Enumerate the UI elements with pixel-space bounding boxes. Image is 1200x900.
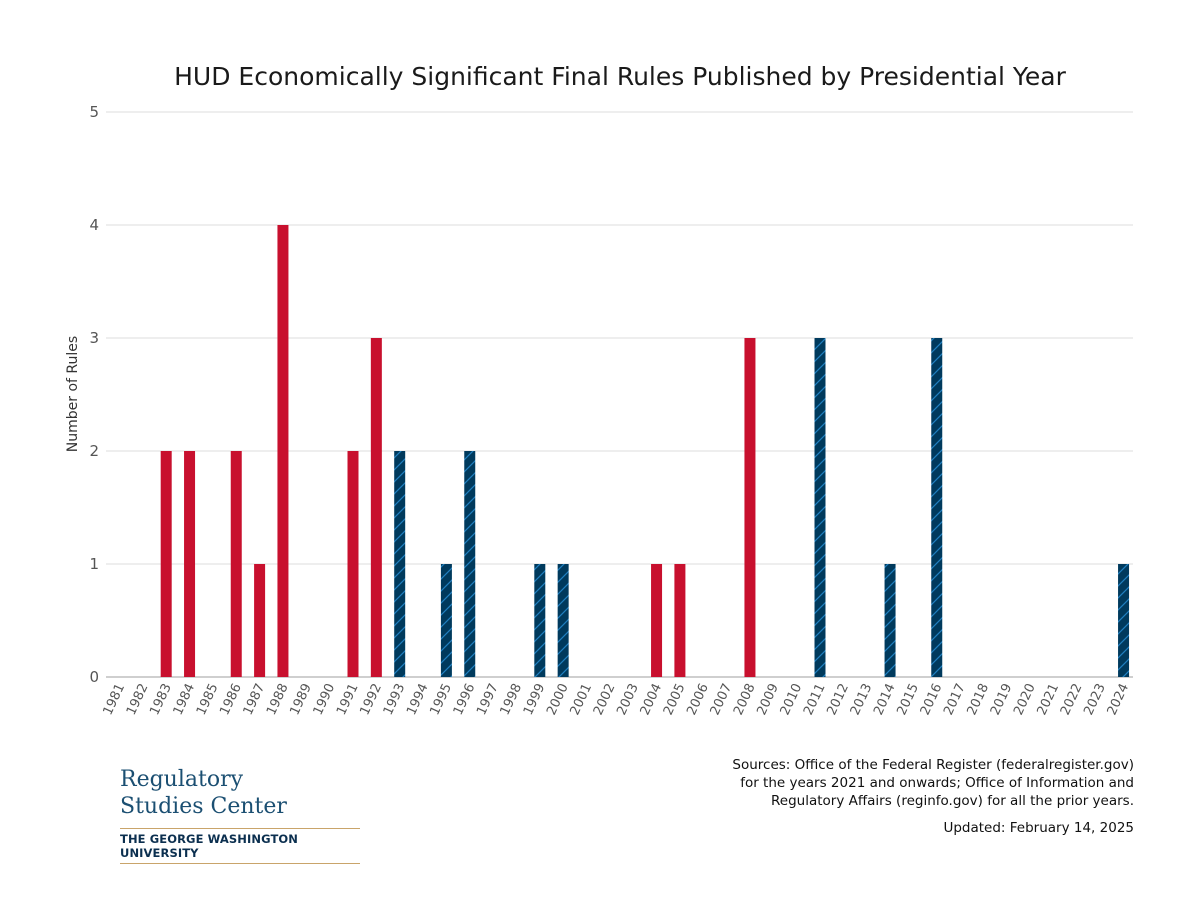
logo-line-1: Regulatory: [120, 767, 244, 792]
bar-2008: [744, 338, 756, 677]
bar-1984: [184, 451, 196, 677]
bar-2016: [931, 338, 943, 677]
sources-note: Sources: Office of the Federal Register …: [732, 756, 1134, 810]
bar-1987: [254, 564, 266, 677]
y-tick-label: 2: [89, 442, 99, 460]
sources-line-3: Regulatory Affairs (reginfo.gov) for all…: [771, 793, 1134, 809]
chart-title: HUD Economically Significant Final Rules…: [174, 62, 1066, 91]
bar-2000: [557, 564, 569, 677]
bar-chart: HUD Economically Significant Final Rules…: [65, 62, 1133, 718]
y-tick-label: 4: [89, 216, 99, 234]
bar-1995: [440, 564, 452, 677]
bars: [160, 225, 1130, 677]
bar-2014: [884, 564, 896, 677]
x-tick-labels: 1981198219831984198519861987198819891990…: [101, 681, 1133, 717]
logo-line-2: Studies Center: [120, 794, 287, 819]
bar-1999: [534, 564, 546, 677]
bar-1986: [230, 451, 242, 677]
logo-rule-bottom: [120, 863, 360, 864]
x-tick-label: 2024: [1105, 681, 1133, 717]
bar-1996: [464, 451, 476, 677]
gridlines: [106, 111, 1133, 678]
y-axis-label: Number of Rules: [65, 336, 81, 452]
bar-1991: [347, 451, 359, 677]
sources-line-1: Sources: Office of the Federal Register …: [732, 757, 1134, 773]
y-tick-label: 0: [89, 668, 99, 686]
y-tick-label: 5: [89, 103, 99, 121]
sources-line-2: for the years 2021 and onwards; Office o…: [740, 775, 1134, 791]
bar-1993: [394, 451, 406, 677]
bar-1988: [277, 225, 289, 677]
rsc-logo: Regulatory Studies Center THE GEORGE WAS…: [120, 766, 362, 864]
bar-1983: [160, 451, 172, 677]
bar-2024: [1118, 564, 1130, 677]
logo-university: THE GEORGE WASHINGTON UNIVERSITY: [120, 832, 299, 860]
bar-2005: [674, 564, 686, 677]
bar-1992: [370, 338, 382, 677]
bar-2004: [651, 564, 663, 677]
bar-2011: [814, 338, 826, 677]
updated-date: Updated: February 14, 2025: [943, 820, 1134, 836]
y-tick-label: 3: [89, 329, 99, 347]
y-tick-label: 1: [89, 555, 99, 573]
logo-rule-top: [120, 828, 360, 829]
y-tick-labels: 0 1 2 3 4 5: [89, 103, 99, 686]
